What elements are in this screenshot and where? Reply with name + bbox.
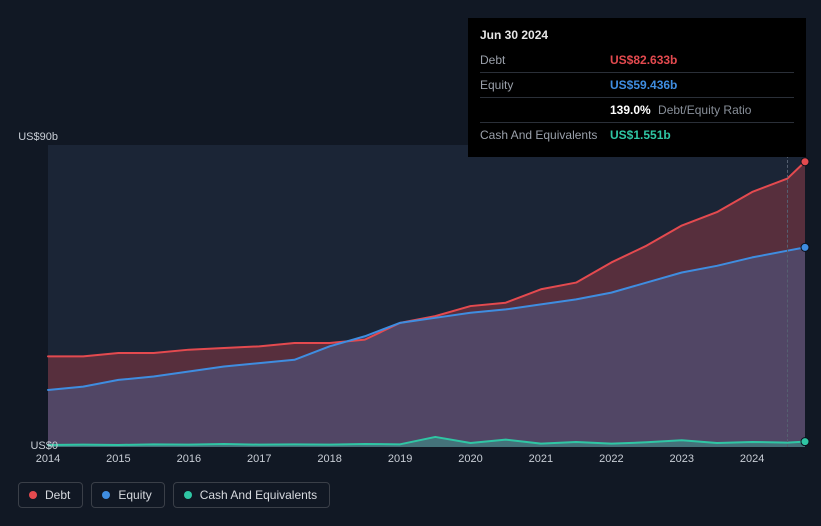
legend-label-debt: Debt xyxy=(45,488,70,502)
chart-tooltip: Jun 30 2024 Debt US$82.633b Equity US$59… xyxy=(468,18,806,157)
yaxis-label-max: US$90b xyxy=(18,131,58,143)
xaxis-tick: 2017 xyxy=(247,453,271,465)
legend-item-debt[interactable]: Debt xyxy=(18,482,83,508)
xaxis-tick: 2023 xyxy=(670,453,694,465)
legend-label-equity: Equity xyxy=(118,488,151,502)
tooltip-ratio-spacer xyxy=(480,98,610,123)
xaxis-tick: 2014 xyxy=(36,453,60,465)
tooltip-table: Debt US$82.633b Equity US$59.436b 139.0%… xyxy=(480,48,794,147)
legend-item-cash[interactable]: Cash And Equivalents xyxy=(173,482,330,508)
chart-legend: Debt Equity Cash And Equivalents xyxy=(18,482,330,508)
legend-dot-cash xyxy=(184,491,192,499)
xaxis-tick: 2018 xyxy=(317,453,341,465)
xaxis-tick: 2015 xyxy=(106,453,130,465)
xaxis-tick: 2019 xyxy=(388,453,412,465)
tooltip-marker-line xyxy=(787,145,788,447)
tooltip-ratio-label: Debt/Equity Ratio xyxy=(658,103,751,117)
tooltip-equity-value: US$59.436b xyxy=(610,73,794,98)
xaxis-tick: 2020 xyxy=(458,453,482,465)
legend-label-cash: Cash And Equivalents xyxy=(200,488,317,502)
xaxis-tick: 2021 xyxy=(529,453,553,465)
legend-item-equity[interactable]: Equity xyxy=(91,482,164,508)
xaxis-tick: 2024 xyxy=(740,453,764,465)
plot-svg xyxy=(48,145,805,447)
tooltip-ratio-value: 139.0% Debt/Equity Ratio xyxy=(610,98,794,123)
legend-dot-equity xyxy=(102,491,110,499)
legend-dot-debt xyxy=(29,491,37,499)
tooltip-debt-value: US$82.633b xyxy=(610,48,794,73)
yaxis-label-min: US$0 xyxy=(18,440,58,452)
tooltip-cash-label: Cash And Equivalents xyxy=(480,123,610,148)
tooltip-equity-label: Equity xyxy=(480,73,610,98)
tooltip-ratio-pct: 139.0% xyxy=(610,103,651,117)
tooltip-date: Jun 30 2024 xyxy=(480,26,794,44)
xaxis-tick: 2022 xyxy=(599,453,623,465)
tooltip-cash-value: US$1.551b xyxy=(610,123,794,148)
tooltip-debt-label: Debt xyxy=(480,48,610,73)
xaxis-tick: 2016 xyxy=(177,453,201,465)
